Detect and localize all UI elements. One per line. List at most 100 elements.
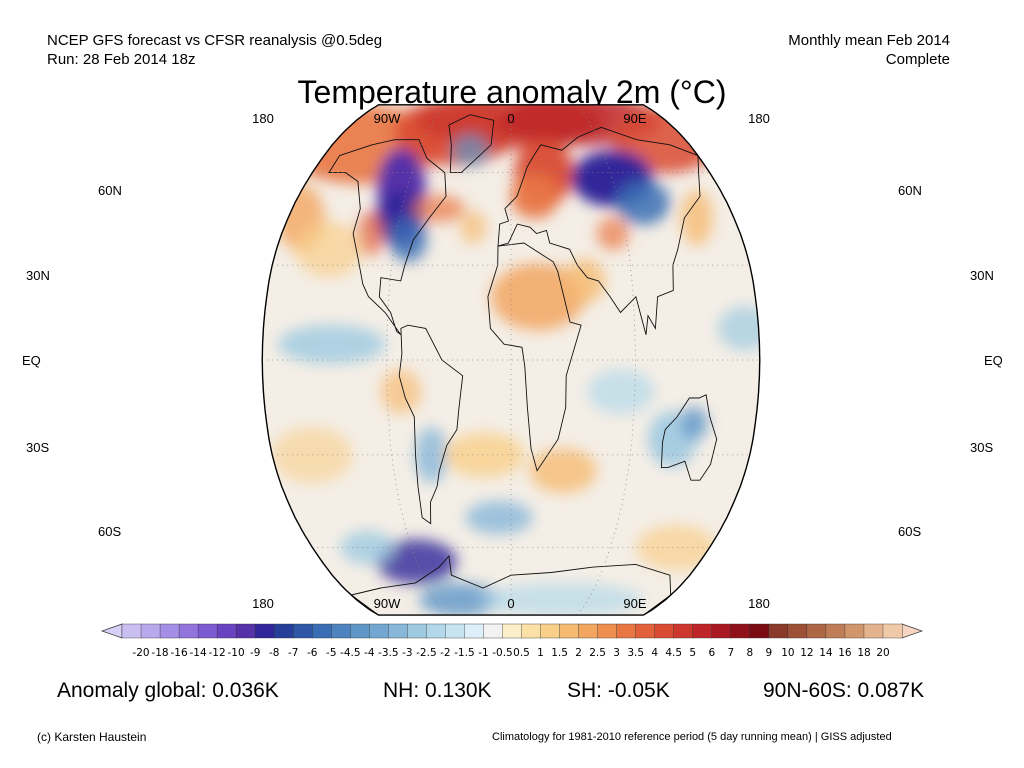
lat-label-right-30n: 30N — [970, 268, 994, 283]
anomaly-area — [615, 180, 670, 225]
lat-label-right-60n: 60N — [898, 183, 922, 198]
colorbar-tick-label: -8 — [268, 647, 280, 659]
anomaly-area — [490, 263, 586, 331]
colorbar-tick-label: -4.5 — [340, 647, 361, 659]
colorbar-swatch — [197, 623, 218, 639]
colorbar-tick-label: 1.5 — [551, 647, 568, 659]
colorbar-swatch — [388, 623, 408, 639]
colorbar-swatch — [673, 623, 694, 639]
stat-sh: SH: -0.05K — [567, 679, 670, 702]
anomaly-area — [271, 426, 353, 483]
colorbar-swatch — [787, 623, 808, 639]
colorbar-tick-label: -10 — [227, 647, 245, 659]
colorbar-swatch — [293, 623, 313, 639]
colorbar-swatch — [825, 623, 846, 639]
colorbar-swatch — [426, 623, 446, 639]
anomaly-area — [294, 221, 363, 278]
completion-status: Complete — [885, 51, 950, 68]
stat-nh: NH: 0.130K — [383, 679, 492, 702]
climatology-note: Climatology for 1981-2010 reference peri… — [492, 731, 892, 743]
lat-label-left-60n: 60N — [98, 183, 122, 198]
colorbar-swatch — [140, 623, 161, 639]
colorbar-tick-label: -6 — [306, 647, 318, 659]
colorbar-tick-label: 12 — [800, 647, 814, 659]
anomaly-area — [277, 324, 386, 364]
colorbar-swatch — [578, 623, 599, 639]
colorbar-tick-label: 1 — [537, 647, 544, 659]
colorbar-tick-label: -2.5 — [416, 647, 437, 659]
colorbar-tick-label: -0.5 — [492, 647, 513, 659]
anomaly-area — [465, 500, 533, 535]
colorbar-tick-label: -2 — [440, 647, 451, 659]
anomaly-area — [443, 432, 525, 478]
anomaly-area — [680, 189, 713, 246]
anomaly-area — [636, 525, 718, 570]
lon-label-top-0: 0 — [507, 111, 515, 126]
colorbar-swatch — [235, 623, 256, 639]
colorbar-tick-label: 3.5 — [627, 647, 645, 659]
colorbar-swatch — [502, 623, 523, 639]
longitude-line — [386, 104, 446, 616]
lon-label-top-90e: 90E — [623, 111, 647, 126]
colorbar-swatch — [178, 623, 199, 639]
colorbar-swatch — [464, 623, 484, 639]
lat-label-left-30n: 30N — [26, 268, 50, 283]
longitude-line — [576, 104, 636, 616]
colorbar-swatch — [711, 623, 732, 639]
colorbar-tick-label: 10 — [781, 647, 795, 659]
stat-global: Anomaly global: 0.036K — [57, 679, 279, 702]
colorbar-tick-label: 20 — [876, 647, 890, 659]
anomaly-area — [357, 211, 385, 256]
colorbar-swatch — [350, 623, 370, 639]
lon-label-top-90w: 90W — [373, 111, 401, 126]
colorbar-tick-label: -9 — [249, 647, 261, 659]
lat-label-left-30s: 30S — [26, 440, 50, 455]
colorbar-tick-label: -18 — [151, 647, 169, 659]
colorbar-tick-label: 3 — [613, 647, 620, 659]
colorbar-tick-label: 2.5 — [589, 647, 606, 659]
lat-label-right-60s: 60S — [898, 524, 922, 539]
colorbar-tick-label: 6 — [708, 647, 716, 659]
lon-label-bottom-180w: 180 — [252, 596, 274, 611]
lon-label-bottom-0: 0 — [507, 596, 515, 611]
anomaly-area — [389, 217, 428, 263]
anomaly-area — [587, 369, 655, 415]
anomaly-area — [459, 210, 487, 245]
lat-label-left-eq: EQ — [22, 353, 41, 368]
anomaly-area — [451, 133, 490, 168]
colorbar-swatch — [540, 623, 561, 639]
colorbar-tick-label: -14 — [189, 647, 207, 659]
colorbar-swatch — [692, 623, 713, 639]
lat-label-left-60s: 60S — [98, 524, 122, 539]
coastline — [398, 324, 464, 525]
credit: (c) Karsten Haustein — [37, 730, 147, 744]
colorbar-tick-label: 5 — [689, 647, 697, 659]
colorbar-tick-label: 0.5 — [513, 647, 530, 659]
anomaly-area — [411, 194, 466, 223]
colorbar-tick-label: 9 — [765, 647, 773, 659]
colorbar-swatch — [445, 623, 465, 639]
anomaly-area — [380, 369, 422, 415]
colorbar-tick-label: -7 — [287, 647, 299, 659]
anomaly-area — [529, 448, 597, 494]
header-left: NCEP GFS forecast vs CFSR reanalysis @0.… — [47, 31, 382, 69]
colorbar-swatch — [121, 623, 142, 639]
colorbar-tick-label: 4 — [651, 647, 659, 659]
lon-label-bottom-90e: 90E — [623, 596, 647, 611]
colorbar-tick-label: 7 — [727, 647, 735, 659]
colorbar-swatch — [730, 623, 751, 639]
lat-label-right-eq: EQ — [984, 353, 1003, 368]
lon-label-bottom-180e: 180 — [748, 596, 770, 611]
colorbar-swatch — [635, 623, 656, 639]
colorbar-swatch — [882, 623, 903, 639]
colorbar-tick-label: 8 — [746, 647, 754, 659]
colorbar-swatch — [407, 623, 427, 639]
colorbar-swatch — [806, 623, 827, 639]
colorbar-tick-label: -3 — [402, 647, 413, 659]
colorbar-swatch — [483, 623, 503, 639]
colorbar-tick-label: -1 — [478, 647, 489, 659]
period-label: Monthly mean Feb 2014 — [788, 32, 950, 49]
lat-label-right-30s: 30S — [970, 440, 994, 455]
colorbar-swatch — [616, 623, 637, 639]
